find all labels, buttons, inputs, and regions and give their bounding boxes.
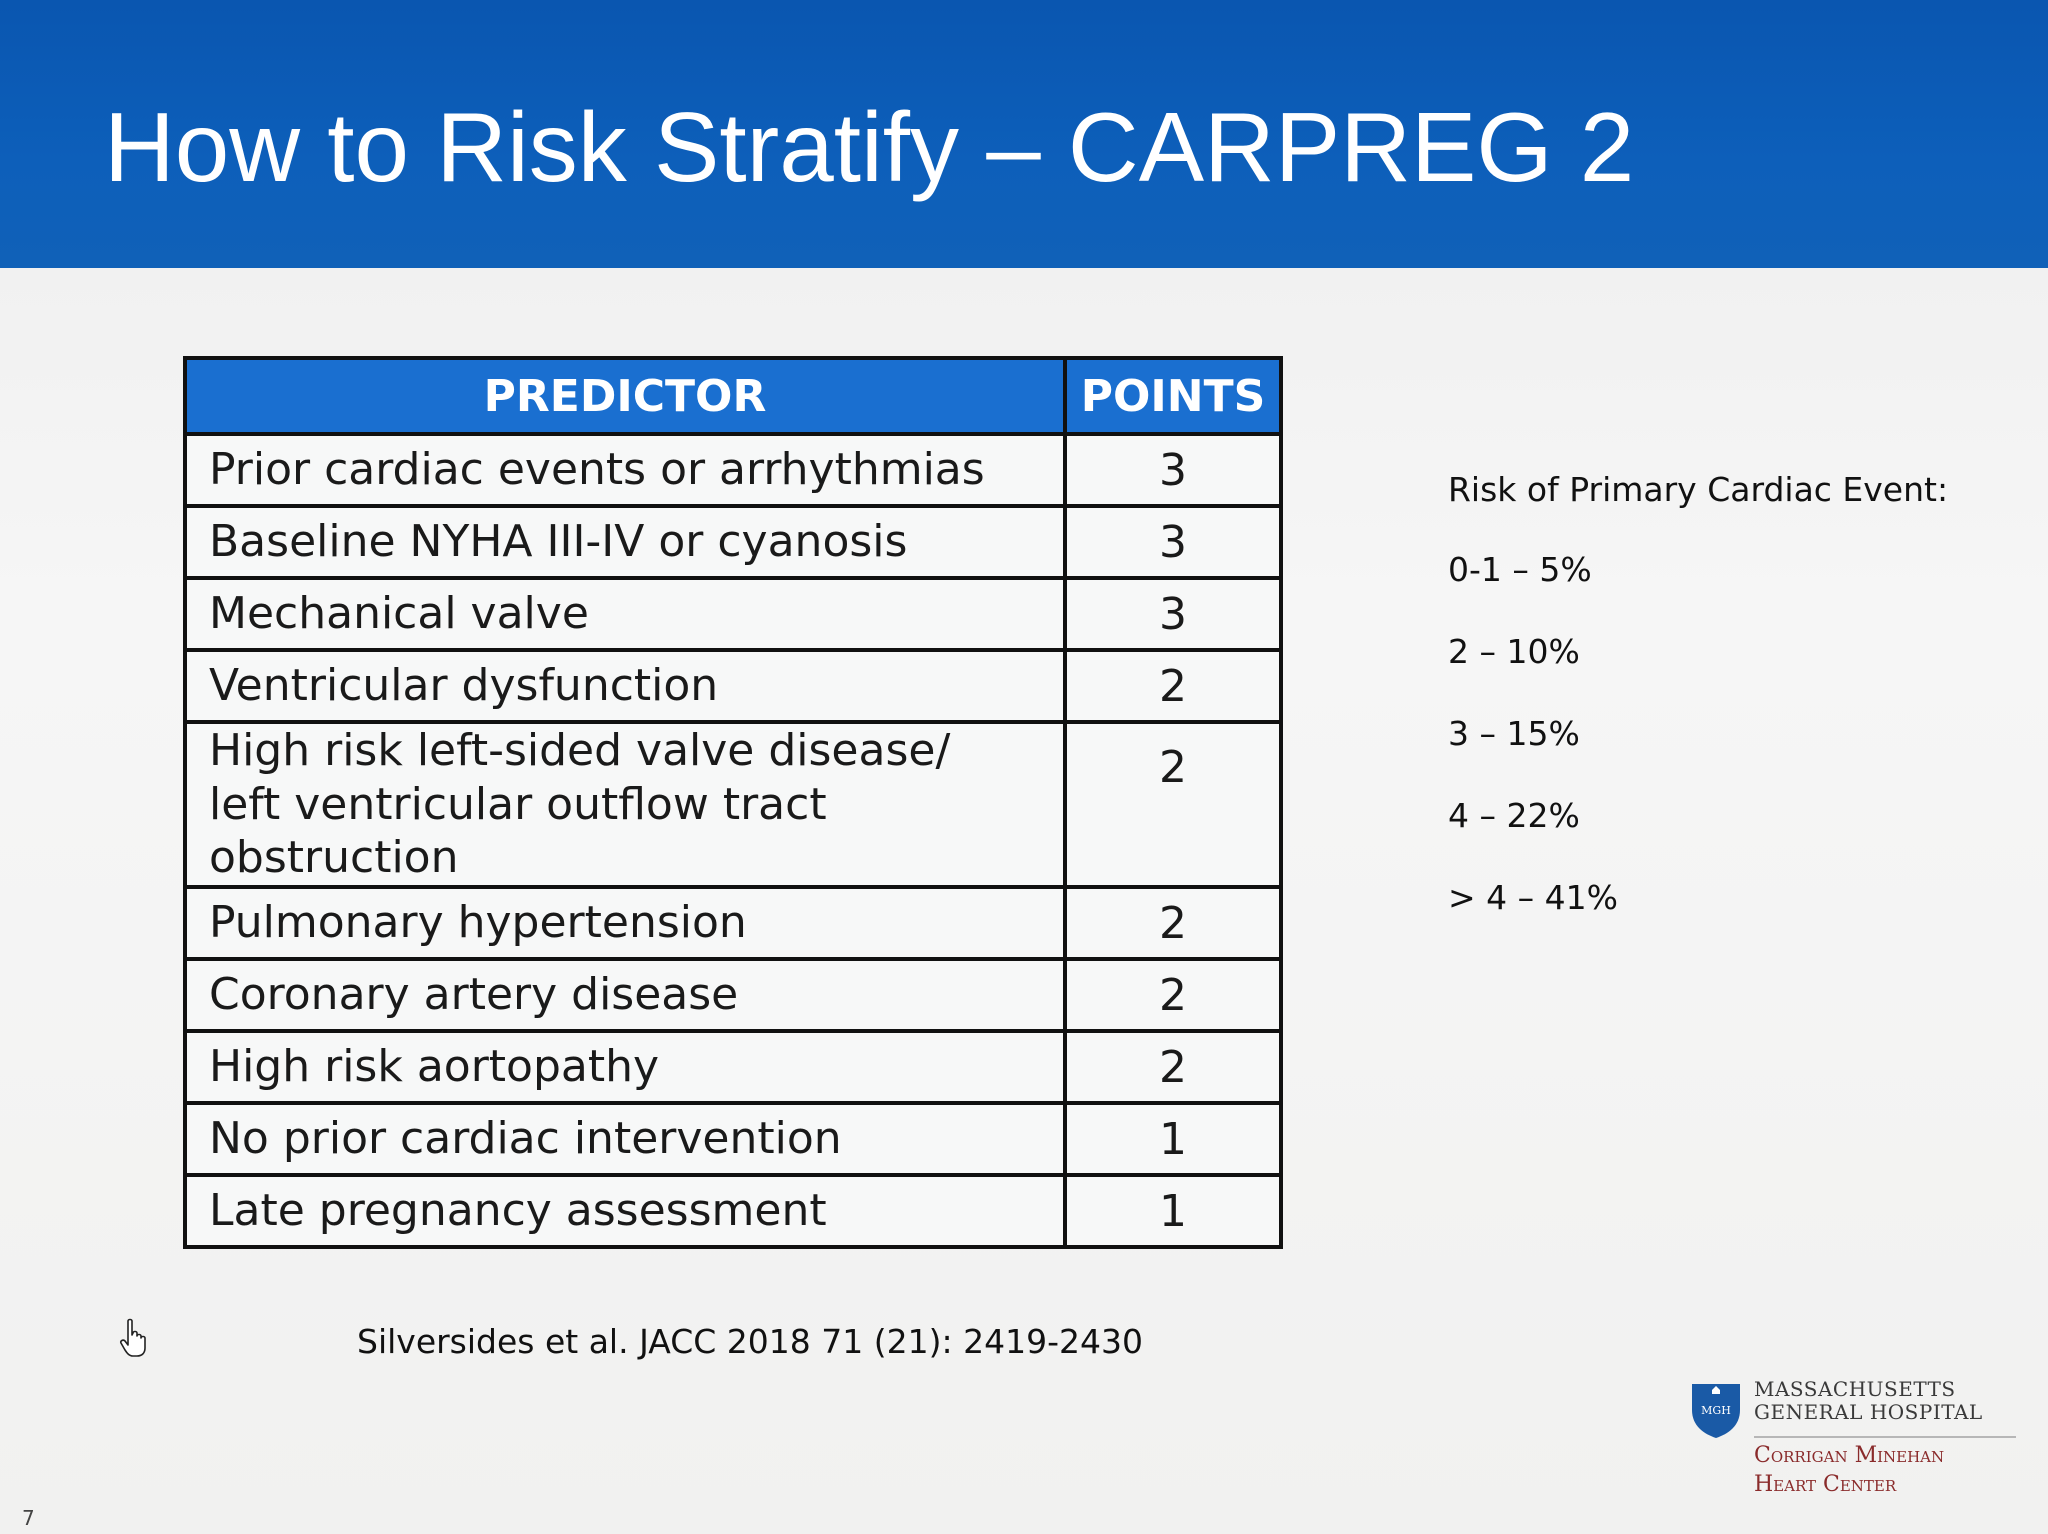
hand-cursor-icon: [120, 1318, 146, 1357]
points-cell: 3: [1063, 432, 1283, 508]
table-row: No prior cardiac intervention 1: [183, 1101, 1283, 1178]
slide-number: 7: [22, 1506, 35, 1530]
points-cell: 2: [1063, 719, 1283, 890]
table-row: Prior cardiac events or arrhythmias 3: [183, 432, 1283, 508]
points-cell: 1: [1063, 1173, 1283, 1250]
risk-level: 2 – 10%: [1448, 632, 1580, 671]
table-row: Ventricular dysfunction 2: [183, 648, 1283, 724]
predictor-cell: Baseline NYHA III-IV or cyanosis: [183, 504, 1067, 580]
predictor-cell: No prior cardiac intervention: [183, 1101, 1067, 1178]
predictor-cell: Prior cardiac events or arrhythmias: [183, 432, 1067, 508]
logo-divider: [1754, 1436, 2016, 1438]
svg-text:MGH: MGH: [1701, 1404, 1731, 1417]
table-row: High risk left-sided valve disease/ left…: [183, 719, 1283, 890]
table-row: Mechanical valve 3: [183, 576, 1283, 652]
logo-center-name: Corrigan Minehan Heart Center: [1754, 1443, 1945, 1497]
risk-level: 3 – 15%: [1448, 714, 1580, 753]
table-header-row: PREDICTOR POINTS: [183, 356, 1283, 436]
table-row: Baseline NYHA III-IV or cyanosis 3: [183, 504, 1283, 580]
table-row: Late pregnancy assessment 1: [183, 1173, 1283, 1250]
risk-heading: Risk of Primary Cardiac Event:: [1448, 470, 1949, 509]
predictor-cell: Late pregnancy assessment: [183, 1173, 1067, 1250]
predictor-cell: Mechanical valve: [183, 576, 1067, 652]
table-row: High risk aortopathy 2: [183, 1029, 1283, 1106]
predictor-cell: Pulmonary hypertension: [183, 885, 1067, 962]
mgh-logo: MGH MASSACHUSETTS GENERAL HOSPITAL Corri…: [1690, 1378, 2020, 1504]
predictor-cell: Coronary artery disease: [183, 957, 1067, 1034]
shield-icon: MGH: [1692, 1384, 1740, 1438]
risk-level: 4 – 22%: [1448, 796, 1580, 835]
risk-level: > 4 – 41%: [1448, 878, 1618, 917]
points-cell: 2: [1063, 957, 1283, 1034]
predictor-cell: High risk left-sided valve disease/ left…: [183, 719, 1067, 890]
points-cell: 2: [1063, 885, 1283, 962]
title-banner: How to Risk Stratify – CARPREG 2: [0, 0, 2048, 268]
points-cell: 3: [1063, 576, 1283, 652]
logo-hospital-name: MASSACHUSETTS GENERAL HOSPITAL: [1754, 1377, 1983, 1424]
carpreg-table: PREDICTOR POINTS Prior cardiac events or…: [183, 356, 1283, 1250]
points-cell: 3: [1063, 504, 1283, 580]
risk-level: 0-1 – 5%: [1448, 550, 1592, 589]
predictor-column-header: PREDICTOR: [183, 356, 1067, 436]
points-column-header: POINTS: [1063, 356, 1283, 436]
points-cell: 1: [1063, 1101, 1283, 1178]
table-row: Pulmonary hypertension 2: [183, 885, 1283, 962]
table-row: Coronary artery disease 2: [183, 957, 1283, 1034]
points-cell: 2: [1063, 1029, 1283, 1106]
citation: Silversides et al. JACC 2018 71 (21): 24…: [357, 1322, 1143, 1361]
points-cell: 2: [1063, 648, 1283, 724]
risk-panel: Risk of Primary Cardiac Event: 0-1 – 5% …: [1448, 470, 2008, 963]
predictor-cell: Ventricular dysfunction: [183, 648, 1067, 724]
slide-title: How to Risk Stratify – CARPREG 2: [104, 92, 1635, 202]
predictor-cell: High risk aortopathy: [183, 1029, 1067, 1106]
